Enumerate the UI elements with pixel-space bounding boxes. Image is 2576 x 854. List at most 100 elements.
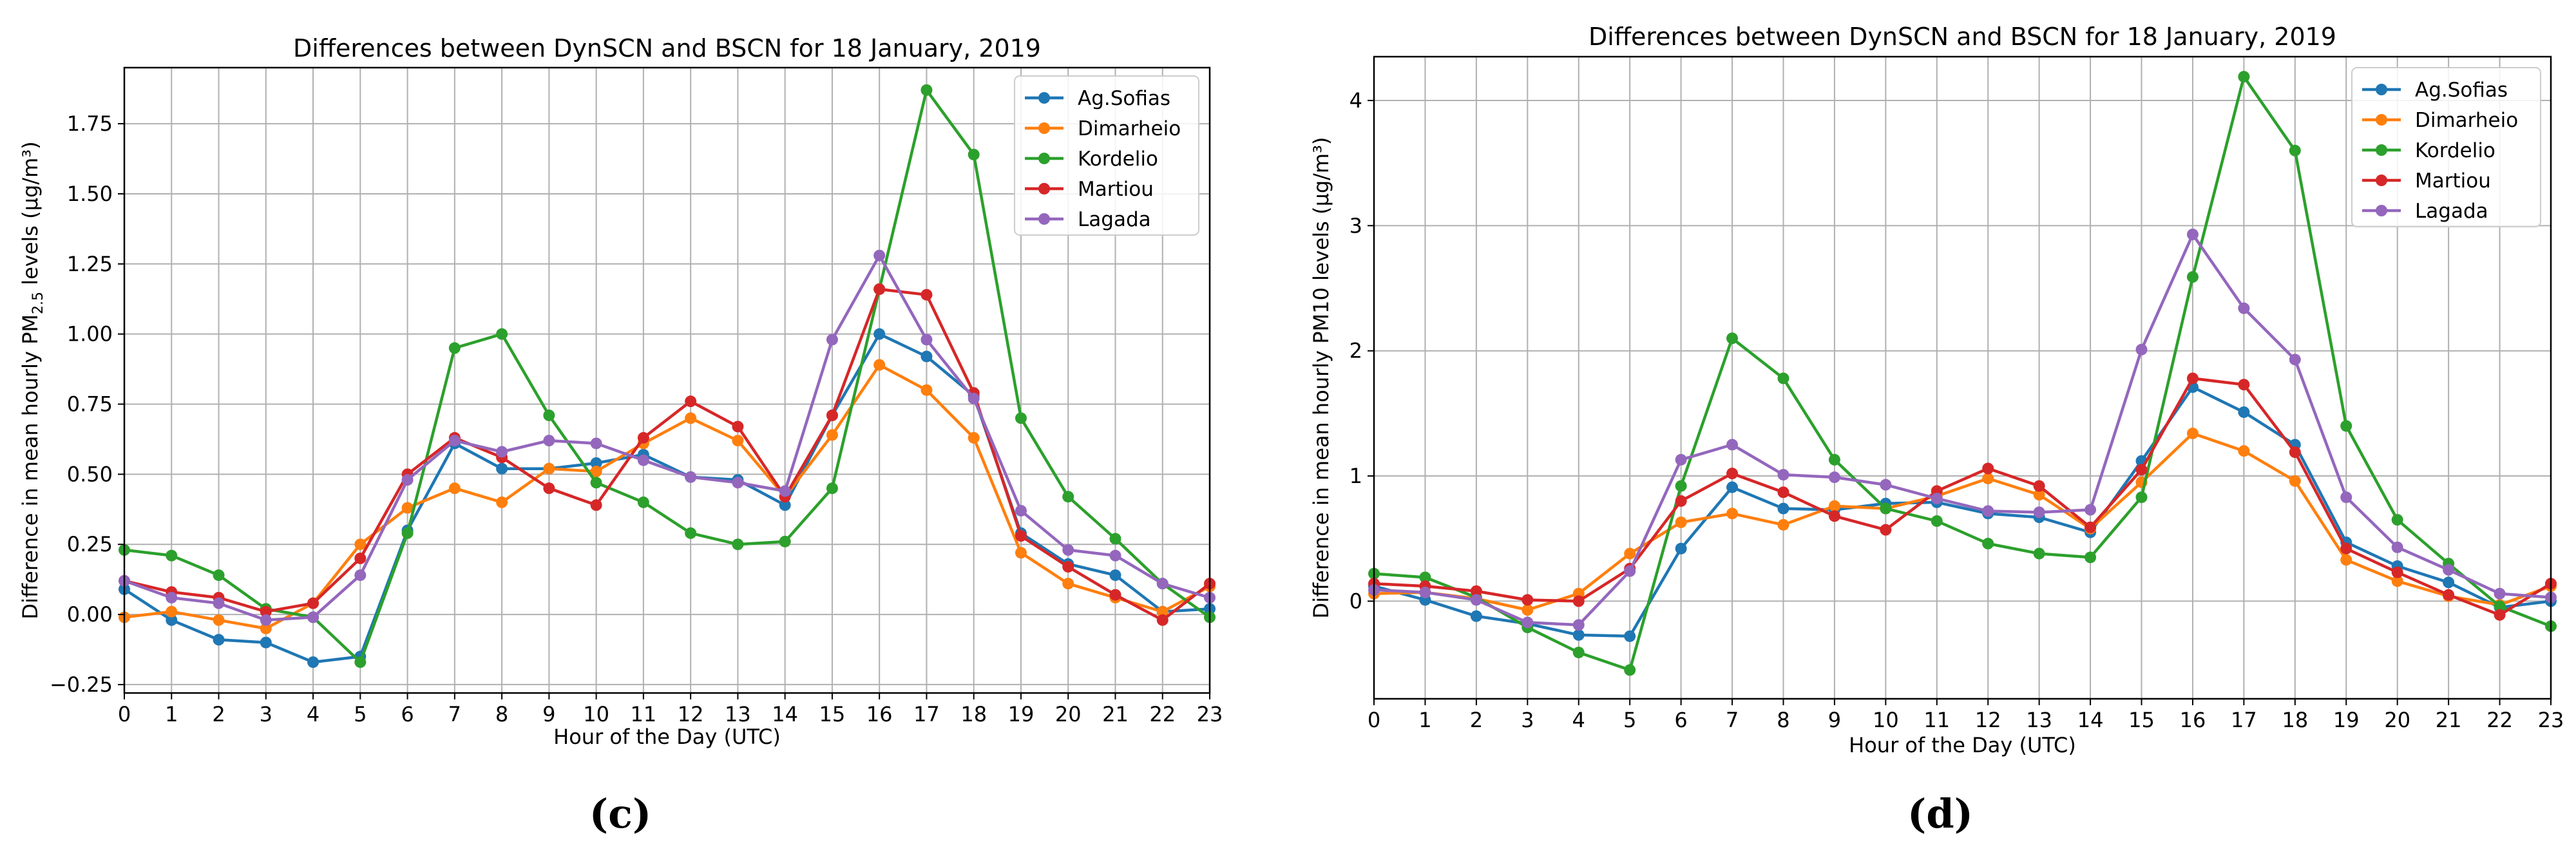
- x-tick-label: 9: [1828, 708, 1841, 732]
- data-point-kordelio: [921, 84, 933, 96]
- data-point-dimarheio: [826, 429, 838, 441]
- data-point-lagada: [2033, 506, 2045, 518]
- data-point-lagada: [826, 334, 838, 346]
- x-tick-label: 19: [1008, 702, 1035, 726]
- y-tick-label: 3: [1350, 213, 1362, 238]
- legend-marker-swatch: [1038, 153, 1050, 164]
- x-tick-label: 8: [1777, 708, 1789, 732]
- x-axis-label: Hour of the Day (UTC): [1849, 733, 2076, 757]
- data-point-lagada: [496, 446, 508, 458]
- data-point-dimarheio: [2391, 575, 2403, 587]
- legend-label: Dimarheio: [2415, 109, 2518, 132]
- data-point-martiou: [921, 289, 933, 301]
- series-line-agsofias: [123, 332, 1210, 664]
- legend-label: Martiou: [1078, 178, 1154, 201]
- y-tick-label: 0.25: [67, 532, 113, 556]
- data-point-agsofias: [873, 328, 886, 340]
- chart-title: Differences between DynSCN and BSCN for …: [1589, 23, 2336, 51]
- x-tick-label: 17: [913, 702, 940, 726]
- data-point-dimarheio: [1982, 472, 1994, 484]
- data-point-martiou: [307, 597, 320, 609]
- data-point-lagada: [1062, 544, 1074, 556]
- y-tick-label: 1.00: [67, 322, 113, 346]
- data-point-dimarheio: [2289, 475, 2301, 487]
- data-point-kordelio: [1015, 412, 1027, 424]
- chart-panel-c: 0 1 2 3 4 5 6 7 8 9 10 11 12 13 14 15 16 17 18 19 20 21 22 23−0…: [18, 34, 1223, 837]
- data-point-kordelio: [1675, 480, 1687, 492]
- data-point-kordelio: [1982, 538, 1994, 550]
- chart-title: Differences between DynSCN and BSCN for …: [293, 34, 1041, 62]
- data-point-kordelio: [2033, 547, 2045, 560]
- data-point-martiou: [1777, 486, 1789, 498]
- data-point-lagada: [307, 611, 320, 623]
- legend-marker-swatch: [2376, 114, 2387, 126]
- data-point-dimarheio: [1777, 518, 1789, 531]
- data-point-lagada: [1522, 616, 1534, 629]
- data-point-agsofias: [1470, 610, 1482, 622]
- data-point-kordelio: [1880, 502, 1892, 515]
- x-tick-label: 12: [1975, 708, 2001, 732]
- data-point-dimarheio: [2186, 427, 2199, 439]
- data-point-dimarheio: [448, 482, 461, 495]
- data-point-lagada: [1156, 578, 1169, 590]
- legend-label: Kordelio: [1078, 147, 1158, 171]
- data-point-martiou: [1675, 495, 1687, 507]
- x-tick-label: 2: [1470, 708, 1483, 732]
- y-tick-label: 1.25: [67, 252, 113, 276]
- data-point-martiou: [1982, 462, 1994, 475]
- legend-marker-swatch: [1038, 92, 1050, 104]
- data-point-lagada: [1675, 453, 1687, 466]
- x-tick-label: 23: [1197, 702, 1223, 726]
- legend-label: Ag.Sofias: [1078, 87, 1170, 110]
- data-point-kordelio: [496, 328, 508, 340]
- series-line-lagada: [124, 254, 1210, 622]
- data-point-agsofias: [260, 636, 272, 649]
- data-point-kordelio: [637, 496, 649, 508]
- data-point-lagada: [2238, 302, 2250, 314]
- data-point-kordelio: [1419, 571, 1431, 584]
- data-point-lagada: [448, 435, 461, 447]
- data-point-martiou: [1572, 595, 1585, 607]
- data-point-dimarheio: [166, 605, 178, 618]
- data-point-martiou: [2135, 464, 2148, 476]
- data-point-kordelio: [732, 538, 744, 551]
- data-point-kordelio: [1777, 372, 1789, 384]
- data-point-dimarheio: [1522, 604, 1534, 616]
- legend-box: [2351, 67, 2541, 227]
- data-point-kordelio: [2340, 420, 2352, 432]
- x-tick-label: 10: [1873, 708, 1899, 732]
- x-tick-label: 1: [165, 702, 178, 726]
- data-point-martiou: [732, 421, 744, 433]
- x-tick-label: 8: [495, 702, 508, 726]
- legend-marker-swatch: [1038, 122, 1050, 134]
- data-point-martiou: [260, 605, 272, 618]
- x-tick-label: 4: [1572, 708, 1585, 732]
- data-point-kordelio: [685, 527, 697, 539]
- legend: Ag.Sofias Dimarheio Kordelio Martiou Lagada: [1014, 75, 1199, 236]
- data-point-martiou: [2289, 446, 2301, 459]
- legend-label: Dimarheio: [1078, 117, 1181, 140]
- x-tick-label: 20: [1055, 702, 1082, 726]
- series-line-kordelio: [124, 88, 1211, 664]
- data-point-kordelio: [2391, 514, 2403, 526]
- series-line-kordelio: [1373, 75, 2552, 672]
- data-point-agsofias: [1572, 629, 1585, 641]
- x-tick-label: 21: [1102, 702, 1129, 726]
- data-point-martiou: [590, 499, 602, 511]
- data-point-martiou: [826, 409, 838, 421]
- data-point-agsofias: [590, 457, 602, 469]
- data-point-agsofias: [1777, 502, 1789, 515]
- y-tick-label: 0.00: [67, 602, 113, 627]
- data-point-martiou: [1109, 589, 1121, 601]
- data-point-agsofias: [1675, 542, 1687, 555]
- x-tick-label: 0: [1368, 708, 1380, 732]
- data-point-martiou: [2238, 379, 2250, 391]
- x-tick-label: 11: [1923, 708, 1950, 732]
- axes-frame: [123, 66, 1211, 694]
- y-tick-label: 0.75: [67, 392, 113, 417]
- data-point-dimarheio: [1624, 547, 1636, 560]
- x-tick-label: 3: [260, 702, 272, 726]
- x-tick-label: 17: [2231, 708, 2257, 732]
- y-tick-label: 4: [1350, 88, 1362, 113]
- data-point-dimarheio: [401, 502, 414, 514]
